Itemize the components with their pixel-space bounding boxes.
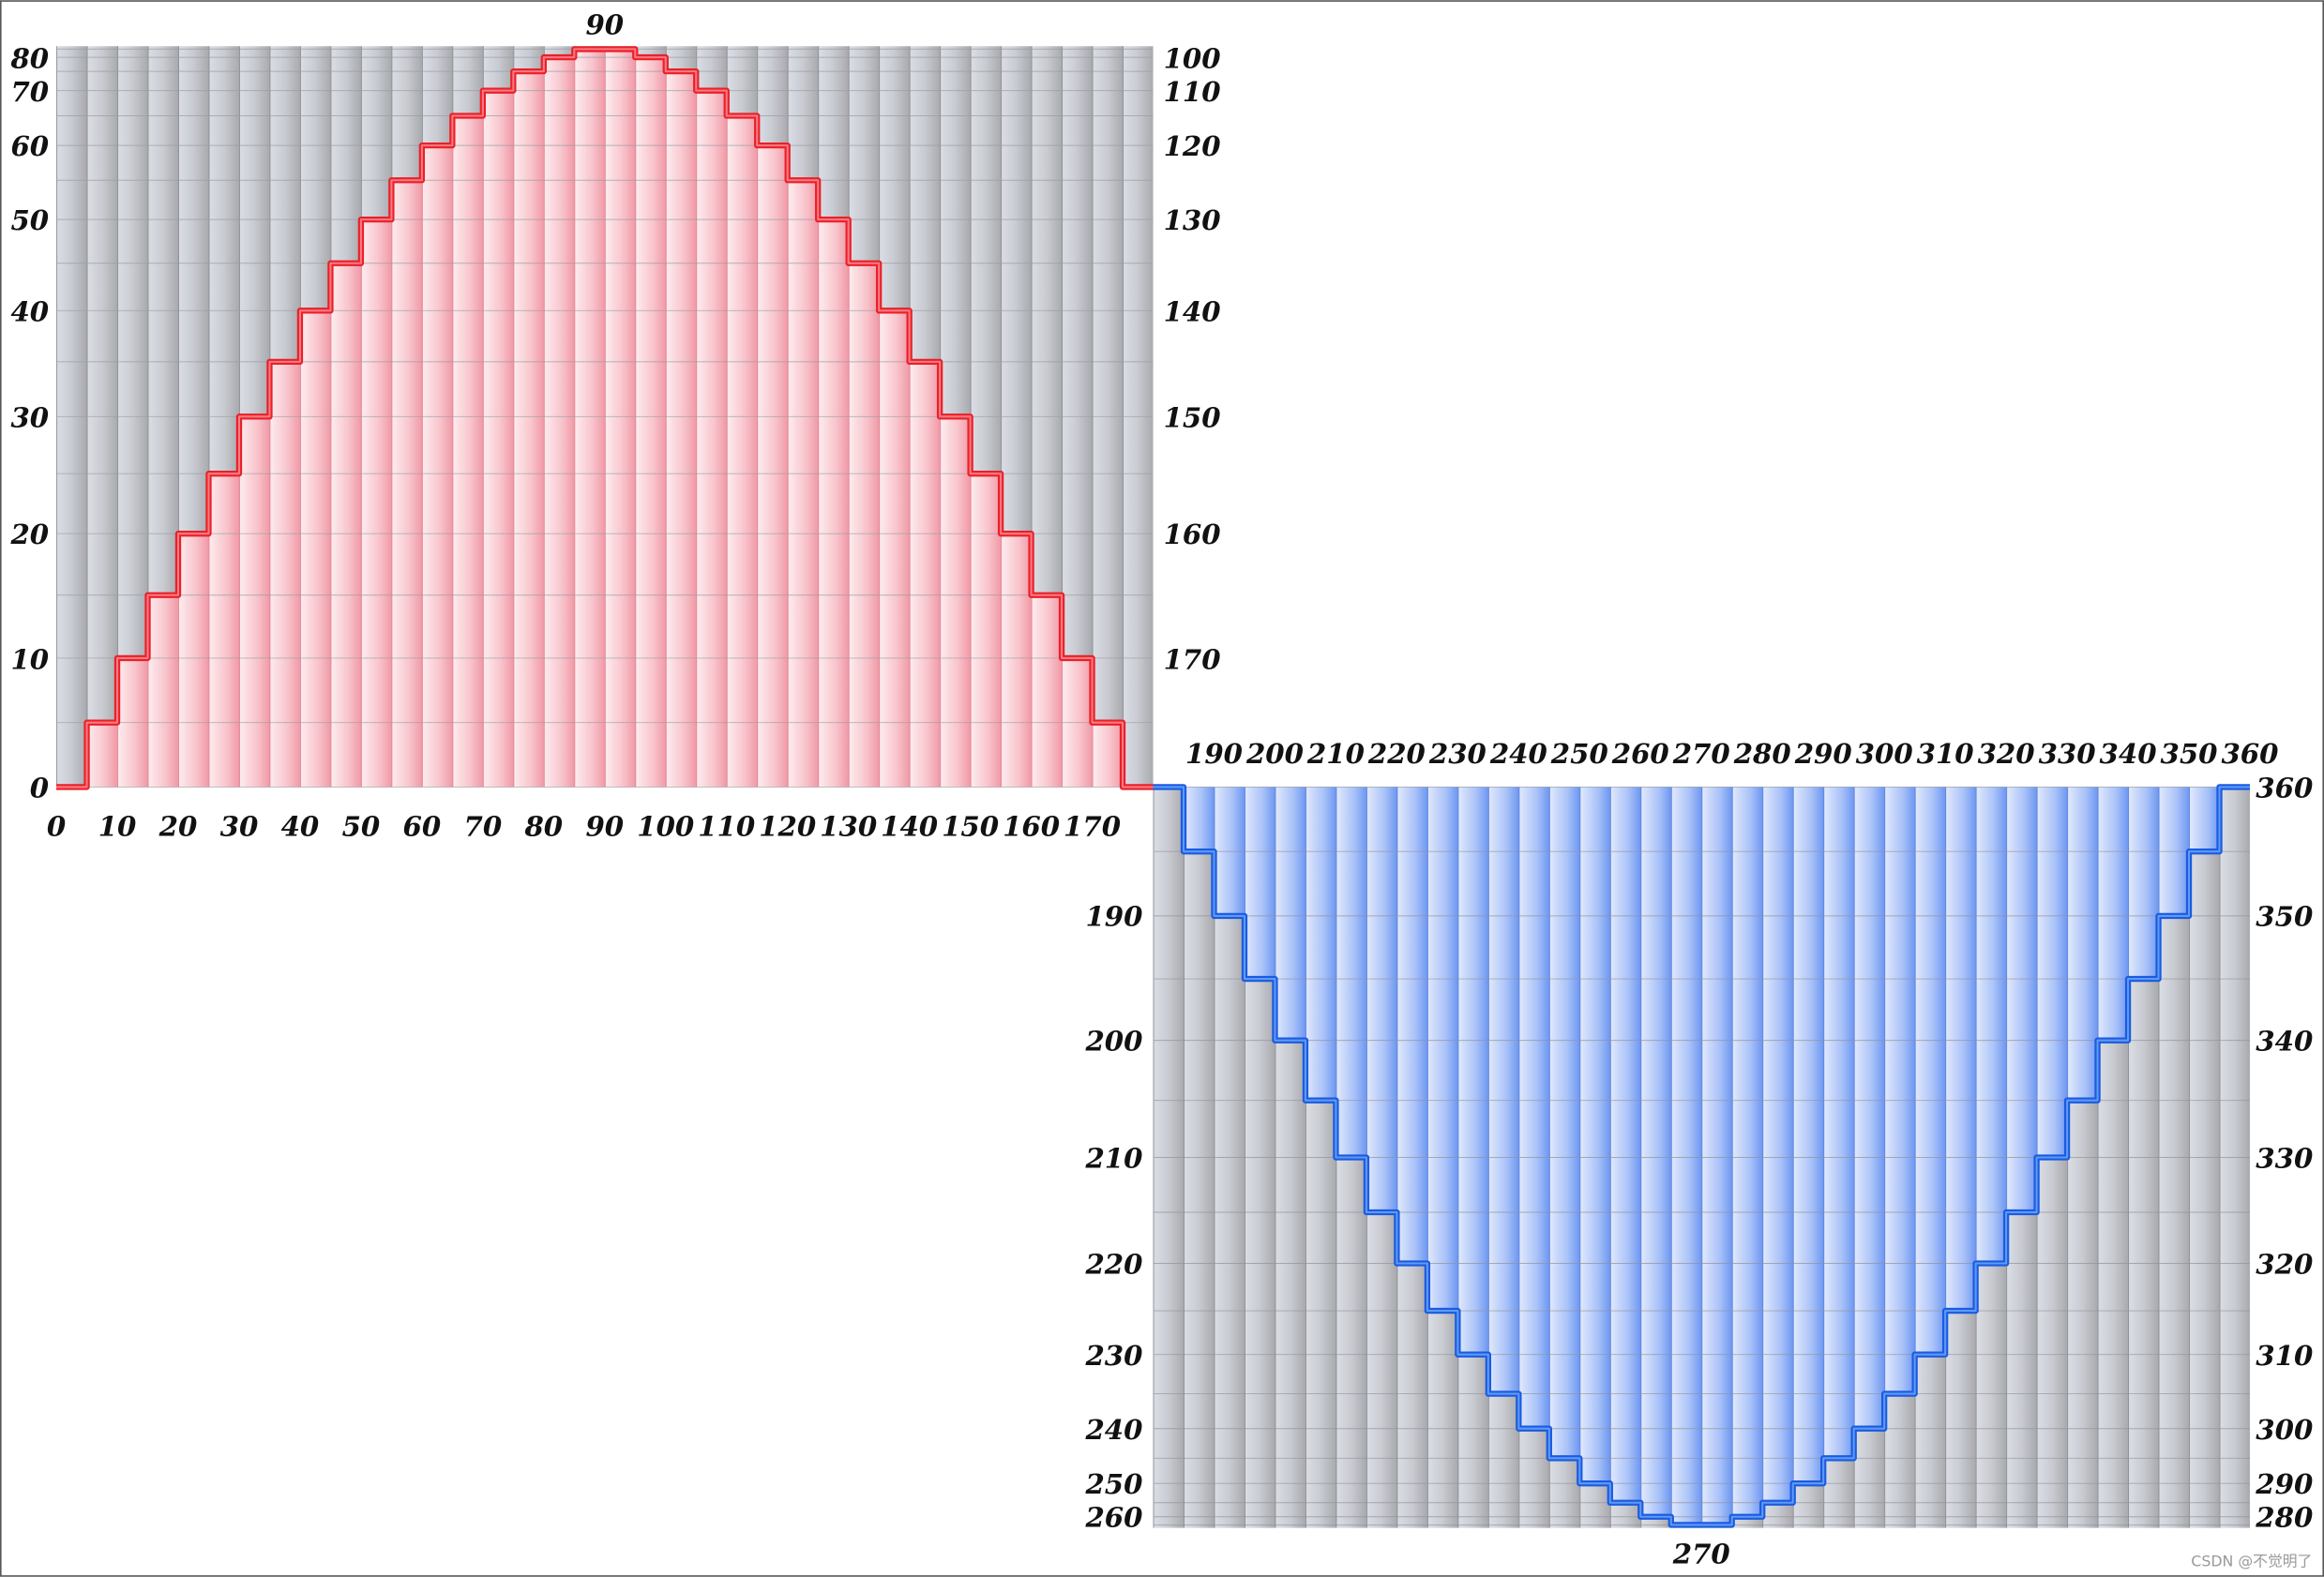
- x-tick-label: 110: [698, 811, 755, 843]
- x-tick-label: 90: [585, 811, 624, 843]
- negative-area-fill: [1153, 787, 2250, 1525]
- y-tick-label-right: 140: [1164, 296, 1221, 328]
- x-tick-label: 70: [464, 811, 503, 843]
- x-tick-label: 340: [2100, 738, 2157, 770]
- x-tick-label: 10: [98, 811, 137, 843]
- y-tick-label-right: 310: [2256, 1340, 2313, 1372]
- y-tick-label-left: 60: [10, 130, 49, 162]
- x-tick-label: 310: [1917, 738, 1974, 770]
- x-tick-label: 240: [1489, 738, 1547, 770]
- x-tick-label: 60: [403, 811, 442, 843]
- y-tick-label-left: 230: [1084, 1340, 1142, 1372]
- y-tick-label-right: 110: [1164, 76, 1221, 108]
- x-tick-label: 210: [1306, 738, 1365, 770]
- x-tick-label: 160: [1003, 811, 1060, 843]
- y-tick-label-left: 20: [9, 518, 49, 550]
- positive-area-fill: [56, 49, 1154, 788]
- x-tick-label: 80: [523, 811, 563, 843]
- x-tick-label: 200: [1245, 738, 1304, 770]
- x-tick-label: 170: [1064, 811, 1121, 843]
- x-tick-label: 0: [47, 811, 66, 843]
- x-tick-label: 130: [820, 811, 877, 843]
- x-tick-label: 320: [1978, 738, 2035, 770]
- y-tick-label-right: 290: [2255, 1468, 2313, 1500]
- trough-label: 270: [1672, 1539, 1730, 1570]
- x-tick-label: 220: [1367, 738, 1426, 770]
- x-tick-label: 230: [1428, 738, 1486, 770]
- y-tick-label-left: 50: [10, 204, 49, 236]
- x-tick-label: 30: [220, 811, 259, 843]
- y-tick-label-left: 40: [10, 296, 49, 328]
- x-tick-label: 300: [1856, 738, 1913, 770]
- y-tick-label-left: 260: [1084, 1502, 1142, 1534]
- x-tick-label: 100: [637, 811, 694, 843]
- y-tick-label-right: 130: [1164, 204, 1221, 236]
- sine-step-line-positive-highlight: [56, 48, 1154, 788]
- y-tick-label-right: 340: [2256, 1026, 2313, 1058]
- x-tick-label: 50: [342, 811, 381, 843]
- x-tick-label: 290: [1794, 738, 1852, 770]
- y-tick-label-right: 350: [2256, 901, 2313, 933]
- y-tick-label-right: 320: [2256, 1248, 2313, 1280]
- y-tick-label-right: 170: [1164, 643, 1221, 675]
- y-tick-label-left: 220: [1084, 1248, 1142, 1280]
- y-tick-label-left: 240: [1084, 1414, 1142, 1446]
- x-tick-label: 40: [281, 811, 320, 843]
- y-tick-label-left: 200: [1084, 1026, 1142, 1058]
- y-tick-label-left: 0: [30, 772, 49, 804]
- y-tick-label-right: 160: [1164, 518, 1221, 550]
- y-tick-label-right: 300: [2256, 1414, 2313, 1446]
- x-tick-label: 20: [158, 811, 198, 843]
- y-tick-label-right: 360: [2256, 772, 2313, 804]
- x-tick-label: 190: [1185, 738, 1243, 770]
- x-tick-label: 350: [2161, 738, 2218, 770]
- x-tick-label: 280: [1733, 738, 1791, 770]
- watermark: CSDN @不觉明了: [2191, 1553, 2312, 1570]
- y-tick-label-right: 280: [2255, 1502, 2313, 1534]
- y-tick-label-left: 190: [1085, 901, 1142, 933]
- y-tick-label-right: 100: [1164, 42, 1221, 74]
- x-tick-label: 150: [942, 811, 999, 843]
- y-tick-label-left: 30: [10, 401, 49, 433]
- y-tick-label-left: 250: [1084, 1468, 1142, 1500]
- x-tick-label: 270: [1672, 738, 1730, 770]
- x-tick-label: 360: [2221, 738, 2278, 770]
- sine-step-line-negative-highlight: [1153, 786, 2250, 1526]
- y-tick-label-right: 150: [1164, 401, 1221, 433]
- y-tick-label-left: 70: [10, 76, 49, 108]
- x-tick-label: 120: [759, 811, 816, 843]
- y-tick-label-left: 210: [1084, 1143, 1142, 1175]
- x-tick-label: 260: [1611, 738, 1669, 770]
- y-tick-label-left: 80: [9, 42, 49, 74]
- x-tick-label: 250: [1550, 738, 1608, 770]
- y-tick-label-right: 330: [2256, 1143, 2313, 1175]
- x-tick-label: 330: [2039, 738, 2096, 770]
- peak-label: 90: [585, 9, 624, 41]
- y-tick-label-left: 10: [10, 643, 49, 675]
- y-tick-label-right: 120: [1164, 130, 1221, 162]
- x-tick-label: 140: [881, 811, 938, 843]
